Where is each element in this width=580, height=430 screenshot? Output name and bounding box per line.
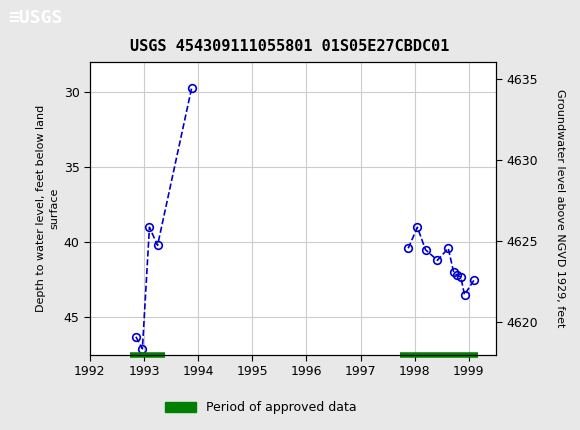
Y-axis label: Groundwater level above NGVD 1929, feet: Groundwater level above NGVD 1929, feet	[554, 89, 564, 328]
Y-axis label: Depth to water level, feet below land
surface: Depth to water level, feet below land su…	[36, 105, 59, 312]
Text: ≡USGS: ≡USGS	[9, 9, 63, 27]
Legend: Period of approved data: Period of approved data	[160, 396, 362, 419]
Text: USGS 454309111055801 01S05E27CBDC01: USGS 454309111055801 01S05E27CBDC01	[130, 40, 450, 54]
